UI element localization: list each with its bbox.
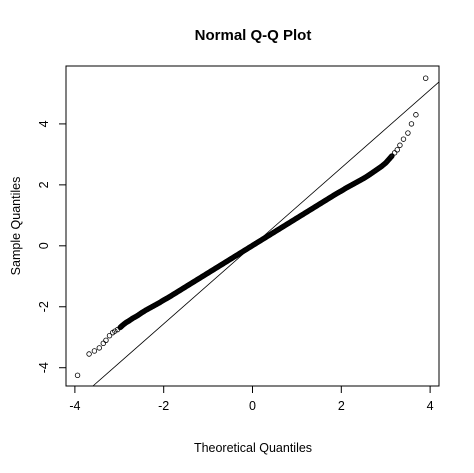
y-tick-label: 4 [37,120,51,127]
data-point [96,345,102,351]
x-tick-label: 4 [427,399,434,413]
data-point [391,150,398,156]
plot-frame [65,65,440,387]
x-tick-label: 2 [338,399,345,413]
y-axis-label: Sample Quantiles [9,177,23,276]
points-group [74,75,429,379]
y-tick-label: 2 [37,181,51,188]
data-point [112,328,118,334]
y-tick-label: 0 [37,242,51,249]
reference-line-group [92,81,440,387]
data-point [100,340,106,347]
data-point [394,147,400,153]
chart-title: Normal Q-Q Plot [195,27,312,44]
data-point [400,136,407,142]
data-point [91,348,98,354]
x-axis-label: Theoretical Quantiles [194,441,312,455]
data-point [86,351,92,357]
x-tick-label: 0 [249,399,256,413]
x-tick-label: -2 [158,399,169,413]
data-point [106,333,113,339]
y-tick-label: -4 [37,362,51,373]
data-point [422,75,429,81]
data-point [389,153,395,159]
reference-line [92,81,440,387]
x-axis: -4 -2 0 2 4 [69,385,434,413]
y-axis: -4 -2 0 2 4 [37,120,67,373]
data-point [408,121,415,127]
data-point [397,142,403,148]
data-point [413,112,419,118]
x-tick-label: -4 [69,399,80,413]
data-point [405,130,411,136]
y-tick-label: -2 [37,301,51,312]
data-point [74,372,81,379]
data-point [103,337,109,343]
